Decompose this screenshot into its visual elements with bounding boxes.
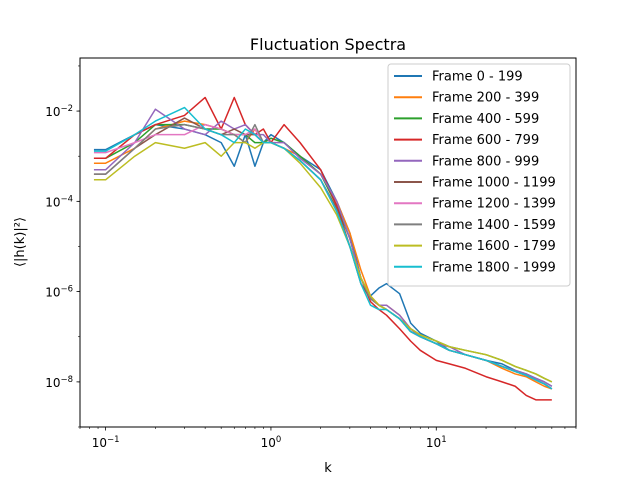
series-line-9	[93, 106, 553, 390]
y-tick-label-base: 10	[45, 105, 60, 119]
y-tick-label-exp: −6	[60, 285, 73, 295]
chart-title: Fluctuation Spectra	[250, 35, 406, 54]
series-line-0	[93, 123, 553, 387]
x-tick-label-base: 10	[261, 436, 276, 450]
y-tick-label-exp: −2	[60, 104, 73, 114]
y-tick-label-exp: −4	[60, 194, 73, 204]
legend-entry-label: Frame 600 - 799	[432, 133, 539, 148]
x-tick-label-base: 10	[92, 436, 107, 450]
y-axis-ticks: 10−810−610−410−2	[45, 65, 80, 428]
y-tick-label-exp: −8	[60, 375, 73, 385]
legend-entry-label: Frame 800 - 999	[432, 154, 539, 169]
y-tick-label-base: 10	[45, 376, 60, 390]
y-tick-label: 10−8	[45, 375, 73, 390]
x-tick-label-exp: 1	[441, 435, 446, 445]
y-tick-label-base: 10	[45, 286, 60, 300]
x-tick-label-exp: −1	[107, 435, 120, 445]
x-tick-label: 10−1	[92, 435, 120, 450]
series-layer	[93, 96, 553, 401]
y-tick-label: 10−6	[45, 285, 73, 300]
x-tick-label-exp: 0	[276, 435, 281, 445]
legend-entry-label: Frame 1200 - 1399	[432, 197, 556, 212]
legend-entry-label: Frame 0 - 199	[432, 70, 523, 85]
x-tick-label: 100	[261, 435, 282, 450]
x-axis-ticks: 10−1 100 101	[79, 427, 577, 450]
y-axis-label: ⟨|h(k)|²⟩	[13, 217, 28, 267]
series-line-8	[93, 141, 553, 383]
y-tick-label: 10−4	[45, 194, 73, 209]
legend-box	[387, 63, 571, 287]
x-axis-label: k	[324, 461, 332, 476]
legend-entry-label: Frame 400 - 599	[432, 112, 539, 127]
x-tick-label-base: 10	[426, 436, 441, 450]
y-tick-label: 10−2	[45, 104, 73, 119]
x-tick-label: 101	[426, 435, 447, 450]
legend-entry-label: Frame 1800 - 1999	[432, 260, 556, 275]
legend-entry-label: Frame 1400 - 1599	[432, 218, 556, 233]
legend-entry-label: Frame 1000 - 1199	[432, 176, 556, 191]
legend: Frame 0 - 199 Frame 200 - 399 Frame 400 - …	[387, 63, 571, 287]
y-tick-label-base: 10	[45, 195, 60, 209]
legend-entry-label: Frame 1600 - 1799	[432, 239, 556, 254]
plot-frame	[79, 57, 577, 428]
legend-entry-label: Frame 200 - 399	[432, 91, 539, 106]
